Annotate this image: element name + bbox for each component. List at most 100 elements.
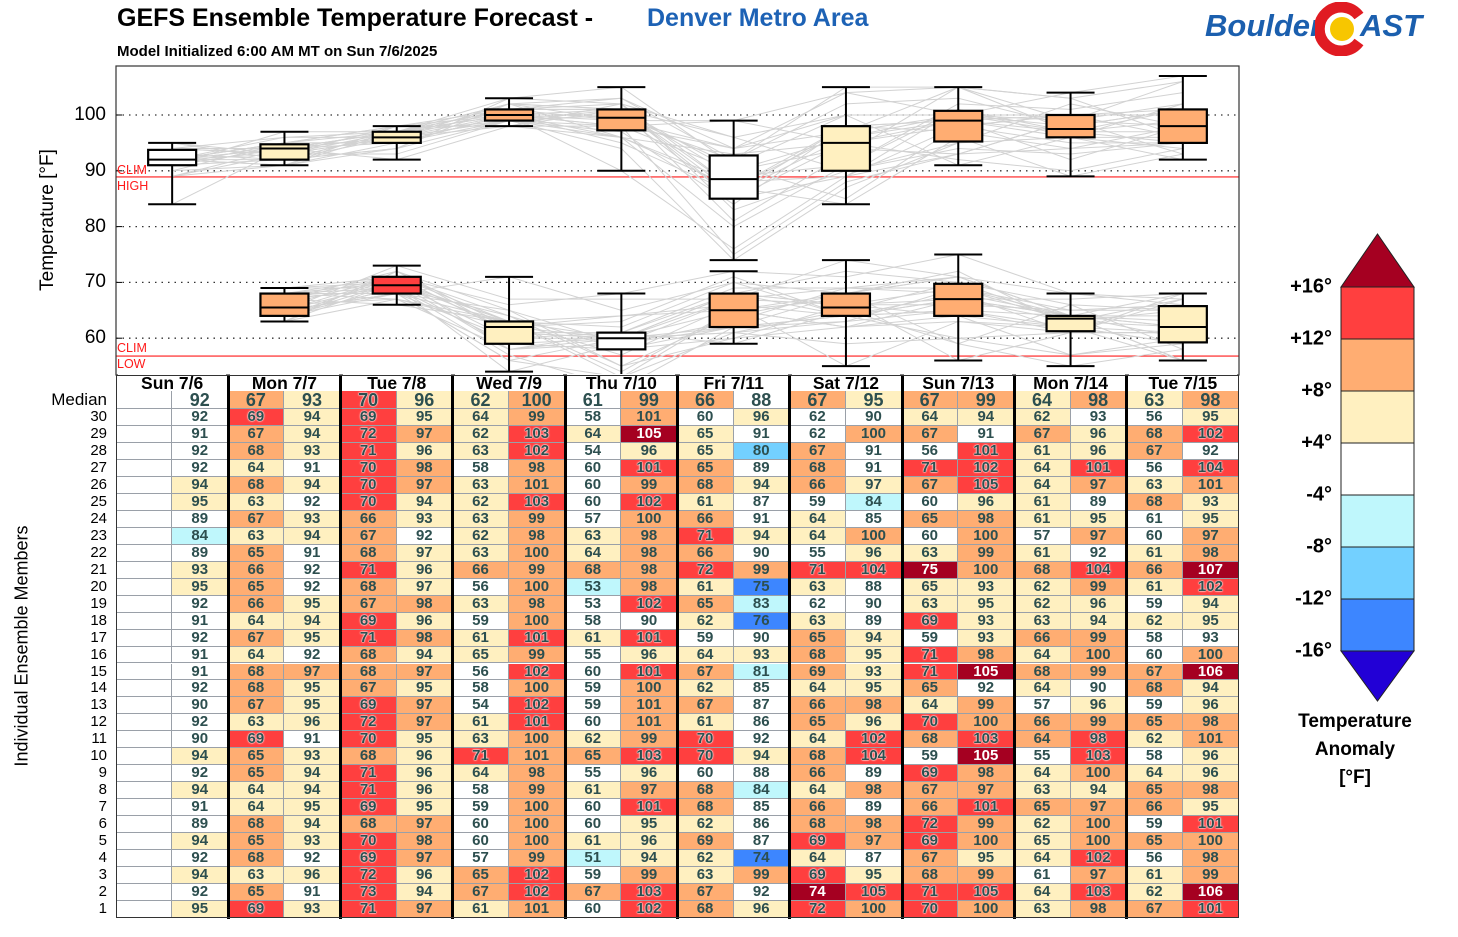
member-cell: 66 xyxy=(228,561,285,579)
member-cell: 98 xyxy=(621,561,678,579)
member-cell: 107 xyxy=(1182,561,1239,579)
member-cell xyxy=(116,510,173,528)
box-iqr xyxy=(596,108,647,132)
member-cell: 104 xyxy=(845,747,903,766)
member-cell: 65 xyxy=(1126,781,1183,800)
member-cell: 96 xyxy=(958,493,1015,511)
member-cell: 99 xyxy=(1070,713,1127,732)
table-frame xyxy=(116,375,1239,918)
member-4-hi-line xyxy=(172,103,1183,261)
member-cell: 103 xyxy=(958,730,1015,749)
member-cell: 67 xyxy=(228,629,285,647)
member-cell: 69 xyxy=(228,408,285,426)
member-cell: 100 xyxy=(958,561,1015,579)
member-cell: 99 xyxy=(733,561,790,579)
member-cell: 69 xyxy=(902,764,959,783)
member-cell: 65 xyxy=(902,578,959,596)
clim-low-label: CLIM LOW xyxy=(117,340,147,372)
member-cell: 105 xyxy=(958,476,1015,494)
member-cell: 91 xyxy=(172,646,229,664)
member-cell: 57 xyxy=(1014,527,1071,545)
member-cell: 66 xyxy=(677,544,734,562)
member-cell: 64 xyxy=(677,646,734,664)
member-cell: 98 xyxy=(845,696,903,715)
member-cell: 65 xyxy=(789,629,846,647)
member-row-label: 12 xyxy=(90,713,107,731)
member-cell: 56 xyxy=(902,442,959,460)
member-cell: 96 xyxy=(1070,425,1127,443)
member-cell: 102 xyxy=(958,459,1015,477)
member-cell: 62 xyxy=(789,425,846,443)
member-cell: 63 xyxy=(452,730,510,749)
member-cell: 61 xyxy=(677,578,734,596)
member-cell: 98 xyxy=(1182,544,1239,562)
member-row-label: 14 xyxy=(90,679,107,697)
y-tick-label: 90 xyxy=(84,159,106,181)
member-cell: 58 xyxy=(452,781,510,800)
member-cell: 86 xyxy=(733,713,790,732)
member-cell: 96 xyxy=(1182,747,1239,766)
member-cell: 101 xyxy=(621,696,678,715)
member-cell: 61 xyxy=(565,629,622,647)
member-cell: 71 xyxy=(789,561,846,579)
member-cell: 91 xyxy=(958,425,1015,443)
member-cell: 89 xyxy=(172,510,229,528)
member-11-hi-line xyxy=(172,97,1183,172)
member-cell: 96 xyxy=(845,544,903,562)
logo-text-boulder: Boulder xyxy=(1205,8,1323,43)
member-cell: 85 xyxy=(845,510,903,528)
member-cell: 92 xyxy=(172,442,229,460)
chart-title: GEFS Ensemble Temperature Forecast - xyxy=(117,4,594,32)
member-cell: 60 xyxy=(565,476,622,494)
member-cell: 100 xyxy=(509,544,566,562)
member-cell: 90 xyxy=(733,544,790,562)
member-cell: 100 xyxy=(509,578,566,596)
member-cell: 70 xyxy=(677,730,734,749)
member-cell xyxy=(116,680,173,698)
member-cell: 68 xyxy=(228,663,285,681)
member-cell xyxy=(116,476,173,494)
member-cell: 102 xyxy=(509,663,566,681)
member-cell: 64 xyxy=(902,696,959,715)
member-cell: 68 xyxy=(228,476,285,494)
member-cell: 93 xyxy=(733,646,790,664)
member-cell: 75 xyxy=(733,578,790,596)
median-cell: 62 xyxy=(452,391,510,409)
member-cell: 92 xyxy=(172,764,229,783)
member-cell: 64 xyxy=(789,679,846,698)
box-iqr xyxy=(708,154,759,200)
member-cell: 60 xyxy=(565,713,622,732)
member-cell: 92 xyxy=(1070,544,1127,562)
member-cell xyxy=(116,544,173,562)
box-low-day-6 xyxy=(708,270,759,345)
median-row-label: Median xyxy=(51,390,107,409)
member-cell: 72 xyxy=(340,713,397,732)
member-cell: 64 xyxy=(789,527,846,545)
member-cell: 96 xyxy=(396,612,453,630)
member-cell: 95 xyxy=(1182,612,1239,630)
member-cell: 55 xyxy=(565,646,622,664)
member-cell: 65 xyxy=(228,764,285,783)
member-cell: 72 xyxy=(677,561,734,579)
member-row-label: 25 xyxy=(90,492,107,510)
clim-high-label-line1: CLIM xyxy=(117,163,147,177)
member-cell: 59 xyxy=(1126,595,1183,613)
member-row-label: 5 xyxy=(98,832,107,850)
member-cell: 67 xyxy=(340,679,397,698)
member-cell: 63 xyxy=(228,527,285,545)
member-cell: 59 xyxy=(565,696,622,715)
member-cell: 63 xyxy=(228,493,285,511)
member-cell: 92 xyxy=(284,646,341,664)
member-cell: 68 xyxy=(1126,493,1183,511)
member-row-label: 1 xyxy=(98,900,107,918)
member-cell: 64 xyxy=(1014,459,1071,477)
member-cell: 95 xyxy=(1070,510,1127,528)
member-cell: 101 xyxy=(509,713,566,732)
member-cell: 64 xyxy=(1014,764,1071,783)
clim-high-label: CLIM HIGH xyxy=(117,162,148,194)
member-cell: 104 xyxy=(1182,459,1239,477)
member-cell: 62 xyxy=(1014,595,1071,613)
member-cell: 59 xyxy=(902,629,959,647)
member-cell: 61 xyxy=(677,713,734,732)
member-cell: 61 xyxy=(452,629,510,647)
